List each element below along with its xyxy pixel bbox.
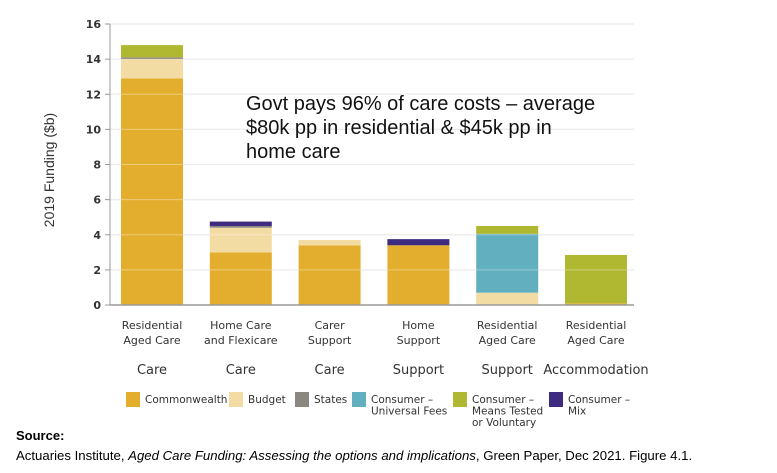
gridlines — [110, 23, 634, 271]
bar-segment — [121, 59, 183, 79]
annotation-text: home care — [246, 141, 341, 163]
bar-segment — [209, 225, 272, 228]
legend-label: Consumer – — [472, 394, 534, 406]
x-category-label: Residential — [566, 319, 627, 332]
x-category-label: Home — [402, 319, 435, 332]
bar-segment — [387, 239, 450, 246]
y-tick-label: 6 — [93, 194, 101, 207]
source-citation: Actuaries Institute, Aged Care Funding: … — [16, 448, 692, 463]
x-group-label: Support — [482, 363, 533, 378]
legend-label: Consumer – — [568, 394, 630, 406]
x-category-label: Home Care — [210, 319, 272, 332]
legend-swatch — [453, 392, 467, 407]
legend-label: Consumer – — [371, 394, 433, 406]
legend-swatch — [352, 392, 366, 407]
y-tick-label: 14 — [86, 53, 102, 66]
bar-segment — [298, 245, 361, 305]
x-category-label: Residential — [122, 319, 183, 332]
x-category-label: and Flexicare — [204, 334, 278, 347]
x-category-label: Aged Care — [567, 334, 624, 347]
legend-swatch — [549, 392, 563, 407]
bar-segment — [476, 292, 539, 305]
y-tick-label: 4 — [93, 229, 101, 242]
bar-segment — [565, 254, 627, 304]
bar-segment — [476, 233, 539, 293]
legend-swatch — [229, 392, 243, 407]
bar-segment — [209, 252, 272, 305]
legend-label: Mix — [568, 406, 586, 418]
x-category-label: Support — [397, 334, 441, 347]
y-axis-label: 2019 Funding ($b) — [41, 113, 57, 227]
legend: Commonwealth Budget States Consumer –Univer… — [126, 392, 630, 429]
bar-segment — [209, 227, 272, 253]
y-tick-label: 10 — [86, 123, 102, 136]
annotation-text: Govt pays 96% of care costs – average — [246, 93, 595, 115]
stacked-bar-chart: 0 2 4 6 8 10 12 14 16 Residential Aged Care Care Ho… — [41, 18, 649, 429]
y-tick-label: 2 — [93, 264, 101, 277]
y-tick-label: 12 — [86, 88, 101, 101]
legend-swatch — [126, 392, 140, 407]
x-group-label: Care — [226, 363, 256, 378]
y-tick-label: 8 — [93, 159, 101, 172]
bar-segment — [387, 245, 450, 305]
legend-label: Budget — [248, 394, 286, 406]
legend-label: States — [314, 394, 347, 406]
y-tick-label: 16 — [86, 18, 102, 31]
bar-segment — [121, 57, 183, 60]
bar-segment — [565, 303, 627, 305]
x-group-label: Care — [137, 363, 167, 378]
bar-segment — [121, 45, 183, 58]
bar-segment — [298, 240, 361, 246]
x-category-label: Support — [308, 334, 352, 347]
x-group-label: Care — [315, 363, 345, 378]
bar-segment — [121, 78, 183, 305]
source-label: Source: — [16, 428, 65, 443]
annotation: Govt pays 96% of care costs – average$80… — [246, 93, 595, 163]
bar-segment — [209, 221, 272, 226]
annotation-text: $80k pp in residential & $45k pp in — [246, 117, 552, 139]
y-tick-label: 0 — [93, 299, 101, 312]
x-category-label: Residential — [477, 319, 538, 332]
legend-label: Universal Fees — [371, 406, 447, 418]
source-suffix: , Green Paper, Dec 2021. Figure 4.1. — [475, 448, 693, 463]
source-block: Source: Actuaries Institute, Aged Care F… — [16, 428, 692, 463]
source-title: Aged Care Funding: Assessing the options… — [128, 448, 476, 463]
gridlines-overlay — [110, 23, 634, 271]
x-category-label: Aged Care — [123, 334, 180, 347]
x-group-label: Accommodation — [543, 363, 648, 378]
source-prefix: Actuaries Institute, — [16, 448, 129, 463]
x-labels: Residential Aged Care Care Home Care and Fle… — [122, 319, 649, 378]
legend-swatch — [295, 392, 309, 407]
legend-label: Means Tested — [472, 406, 543, 418]
x-category-label: Aged Care — [479, 334, 536, 347]
bars — [121, 45, 627, 305]
legend-label: Commonwealth — [145, 394, 227, 406]
bar-segment — [476, 225, 539, 234]
x-group-label: Support — [393, 363, 444, 378]
x-category-label: Carer — [315, 319, 345, 332]
y-ticks: 0 2 4 6 8 10 12 14 16 — [86, 18, 110, 312]
legend-label: or Voluntary — [472, 417, 536, 429]
